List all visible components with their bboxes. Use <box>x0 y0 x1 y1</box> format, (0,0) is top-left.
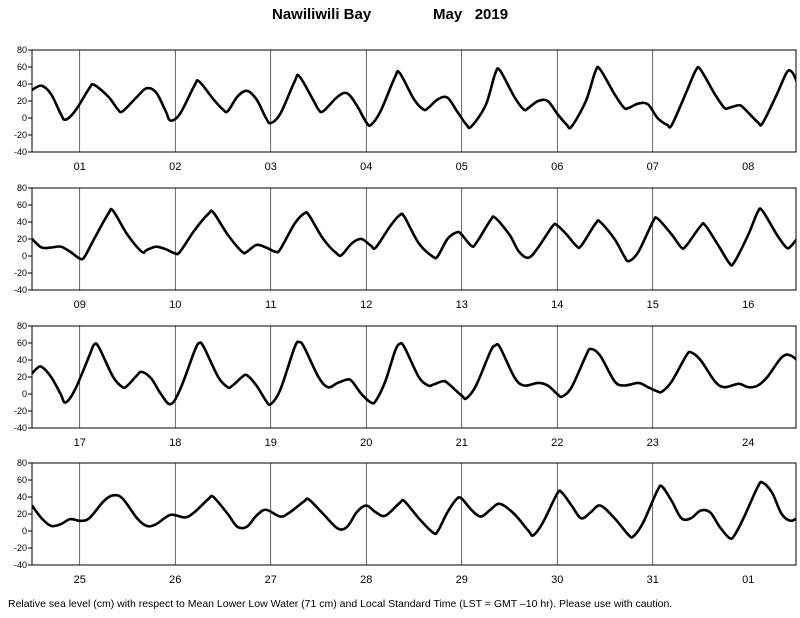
y-tick-label: -40 <box>14 147 27 157</box>
y-tick-label: 0 <box>22 251 27 261</box>
day-label: 18 <box>169 437 181 449</box>
day-label: 02 <box>169 161 181 173</box>
y-tick-label: -40 <box>14 423 27 433</box>
day-label: 31 <box>647 574 659 586</box>
y-tick-label: 40 <box>17 492 27 502</box>
y-tick-label: 80 <box>17 45 27 55</box>
day-label: 25 <box>74 574 86 586</box>
y-tick-label: 40 <box>17 79 27 89</box>
tide-series-line <box>32 207 796 267</box>
panel-frame <box>31 325 797 429</box>
y-tick-label: 80 <box>17 183 27 193</box>
station-name: Nawiliwili Bay <box>272 6 372 23</box>
day-label: 11 <box>265 299 276 311</box>
day-label: 09 <box>74 299 86 311</box>
y-tick-label: 60 <box>17 200 27 210</box>
y-tick-label: 20 <box>17 372 27 382</box>
footer-note: Relative sea level (cm) with respect to … <box>8 598 673 610</box>
day-label: 07 <box>647 161 659 173</box>
day-label: 08 <box>742 161 754 173</box>
year-label: 2019 <box>474 6 509 23</box>
day-label: 17 <box>74 437 86 449</box>
day-label: 29 <box>456 574 468 586</box>
y-tick-label: 20 <box>17 234 27 244</box>
day-label: 13 <box>456 299 468 311</box>
y-tick-label: -20 <box>14 543 27 553</box>
month-year: May 2019 <box>433 6 508 23</box>
y-tick-label: -20 <box>14 130 27 140</box>
day-label: 15 <box>647 299 659 311</box>
day-label: 05 <box>456 161 468 173</box>
day-label: 19 <box>265 437 277 449</box>
y-tick-label: 20 <box>17 96 27 106</box>
day-label: 27 <box>265 574 277 586</box>
day-label: 06 <box>551 161 563 173</box>
y-tick-label: 40 <box>17 355 27 365</box>
day-label: 01 <box>74 161 86 173</box>
day-label: 03 <box>265 161 277 173</box>
day-label: 26 <box>169 574 181 586</box>
y-tick-label: -40 <box>14 285 27 295</box>
tide-series-line <box>32 65 796 130</box>
day-label: 01 <box>742 574 754 586</box>
y-tick-label: -40 <box>14 560 27 570</box>
y-tick-label: 80 <box>17 321 27 331</box>
y-tick-label: 60 <box>17 62 27 72</box>
day-label: 28 <box>360 574 372 586</box>
y-tick-label: 80 <box>17 458 27 468</box>
tide-series-line <box>32 340 796 407</box>
tide-series-line <box>32 480 796 541</box>
day-label: 04 <box>360 161 372 173</box>
panel-frame <box>31 187 797 291</box>
day-label: 10 <box>169 299 181 311</box>
y-tick-label: -20 <box>14 268 27 278</box>
y-tick-label: 0 <box>22 526 27 536</box>
day-label: 24 <box>742 437 754 449</box>
y-tick-label: 0 <box>22 113 27 123</box>
day-label: 20 <box>360 437 372 449</box>
month-label: May <box>433 6 463 23</box>
y-tick-label: 40 <box>17 217 27 227</box>
y-tick-label: -20 <box>14 406 27 416</box>
day-label: 30 <box>551 574 563 586</box>
y-tick-label: 60 <box>17 338 27 348</box>
day-label: 14 <box>551 299 563 311</box>
day-label: 23 <box>647 437 659 449</box>
y-tick-label: 20 <box>17 509 27 519</box>
day-label: 12 <box>360 299 372 311</box>
y-tick-label: 0 <box>22 389 27 399</box>
y-tick-label: 60 <box>17 475 27 485</box>
chart-title: Nawiliwili Bay May 2019 <box>0 4 800 26</box>
day-label: 21 <box>456 437 468 449</box>
day-label: 16 <box>742 299 754 311</box>
day-label: 22 <box>551 437 563 449</box>
